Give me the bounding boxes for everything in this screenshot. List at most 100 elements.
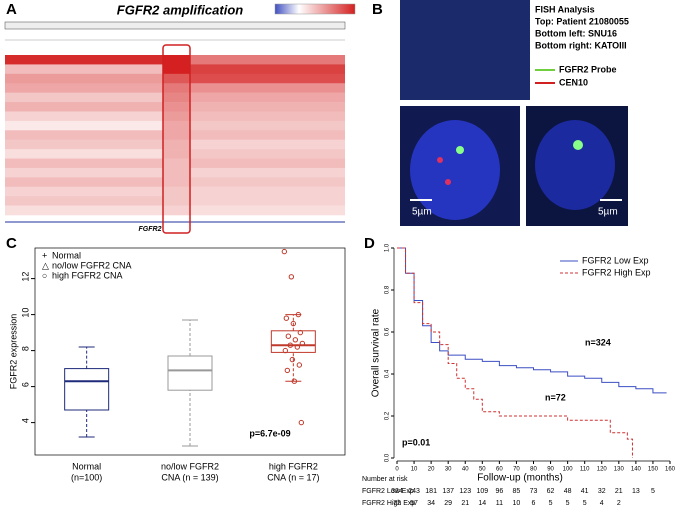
heat-cell — [190, 120, 345, 131]
color-scale — [274, 3, 356, 15]
point — [291, 378, 298, 384]
heat-cell — [163, 186, 190, 197]
annotation: p=6.7e-09 — [249, 428, 290, 438]
heat-cell — [163, 149, 190, 159]
legend-label: FGFR2 Low Exp — [582, 255, 649, 265]
heat-cell — [190, 64, 345, 75]
legend-symbol: + — [42, 250, 47, 260]
heat-cell — [163, 139, 190, 150]
survival-curve — [397, 247, 667, 394]
legend-label: FGFR2 High Exp — [582, 267, 651, 277]
highlight-box — [162, 44, 191, 234]
at-risk-value: 14 — [478, 500, 486, 507]
x-tick-label: 70 — [513, 467, 520, 473]
x-tick-label: (n=100) — [71, 472, 102, 482]
heat-cell — [5, 111, 163, 122]
point — [294, 344, 301, 350]
heat-cell — [5, 73, 163, 84]
heat-cell — [190, 73, 345, 84]
heat-cell — [5, 149, 163, 159]
curve-label: n=324 — [585, 337, 611, 347]
at-risk-value: 5 — [583, 500, 587, 507]
y-tick-label: 10 — [20, 308, 30, 318]
at-risk-value: 324 — [391, 488, 403, 495]
ideogram — [4, 21, 346, 30]
heat-cell — [163, 120, 190, 131]
heat-cell — [190, 167, 345, 178]
x-tick-label: 90 — [547, 467, 554, 473]
legend-symbol: ○ — [42, 270, 47, 280]
x-tick-label: 40 — [462, 467, 469, 473]
signal — [573, 140, 583, 150]
heat-cell — [190, 130, 345, 141]
fish-image — [400, 0, 530, 100]
scale-bar-label: 5µm — [412, 207, 432, 218]
heat-cell — [5, 158, 163, 169]
legend-label: CEN10 — [559, 77, 588, 87]
heat-cell — [5, 177, 163, 188]
point — [295, 311, 302, 318]
at-risk-value: 6 — [532, 500, 536, 507]
x-tick-label: 30 — [445, 467, 452, 473]
y-tick-label: 12 — [20, 272, 30, 282]
at-risk-value: 32 — [598, 488, 606, 495]
at-risk-value: 96 — [495, 488, 503, 495]
panel-label: B — [372, 1, 383, 18]
heat-cell — [190, 149, 345, 159]
point — [297, 329, 304, 336]
at-risk-title: Number at risk — [362, 476, 408, 483]
heat-cell — [5, 196, 163, 206]
at-risk-value: 109 — [476, 488, 488, 495]
heat-cell — [190, 92, 345, 103]
point — [283, 315, 290, 321]
heat-cell — [163, 64, 190, 75]
heat-cell — [5, 92, 163, 103]
at-risk-value: 62 — [547, 488, 555, 495]
at-risk-value: 5 — [549, 500, 553, 507]
heat-cell — [163, 130, 190, 141]
at-risk-value: 21 — [615, 488, 623, 495]
signal — [445, 179, 451, 185]
point — [289, 356, 296, 363]
gene-label: FGFR2 — [139, 226, 162, 233]
x-tick-label: 80 — [530, 467, 537, 473]
point — [290, 320, 297, 327]
y-tick-label: 0.6 — [385, 327, 391, 336]
at-risk-value: 181 — [425, 488, 437, 495]
heat-cell — [190, 139, 345, 150]
at-risk-value: 13 — [632, 488, 640, 495]
x-tick-label: 110 — [580, 467, 590, 473]
panel-label: C — [6, 235, 17, 252]
heat-cell — [190, 196, 345, 206]
heat-cell — [163, 158, 190, 169]
heat-cell — [163, 167, 190, 178]
panel-label: A — [6, 1, 17, 18]
heat-cell — [5, 186, 163, 197]
y-tick-label: 1.0 — [385, 243, 391, 252]
y-axis-label: Overall survival rate — [371, 308, 382, 397]
heat-cell — [5, 55, 163, 65]
heat-cell — [5, 120, 163, 131]
heat-cell — [5, 83, 163, 93]
at-risk-value: 85 — [513, 488, 521, 495]
at-risk-value: 29 — [444, 500, 452, 507]
at-risk-value: 137 — [442, 488, 454, 495]
survival-curve — [397, 247, 633, 458]
legend-symbol: △ — [42, 260, 49, 270]
heat-cell — [5, 64, 163, 75]
box — [64, 368, 110, 411]
heat-cell — [5, 102, 163, 112]
heat-cell — [163, 111, 190, 122]
y-axis-label: FGFR2 expression — [8, 314, 18, 390]
heat-cell — [5, 167, 163, 178]
heat-cell — [190, 102, 345, 112]
fish-line: Bottom left: SNU16 — [535, 28, 617, 38]
at-risk-value: 57 — [410, 500, 418, 507]
y-tick-label: 6 — [20, 382, 30, 387]
heat-cell — [163, 92, 190, 103]
signal — [437, 157, 443, 163]
x-tick-label: 0 — [395, 467, 399, 473]
at-risk-value: 243 — [408, 488, 420, 495]
heat-cell — [163, 73, 190, 84]
legend-label: no/low FGFR2 CNA — [52, 260, 132, 270]
